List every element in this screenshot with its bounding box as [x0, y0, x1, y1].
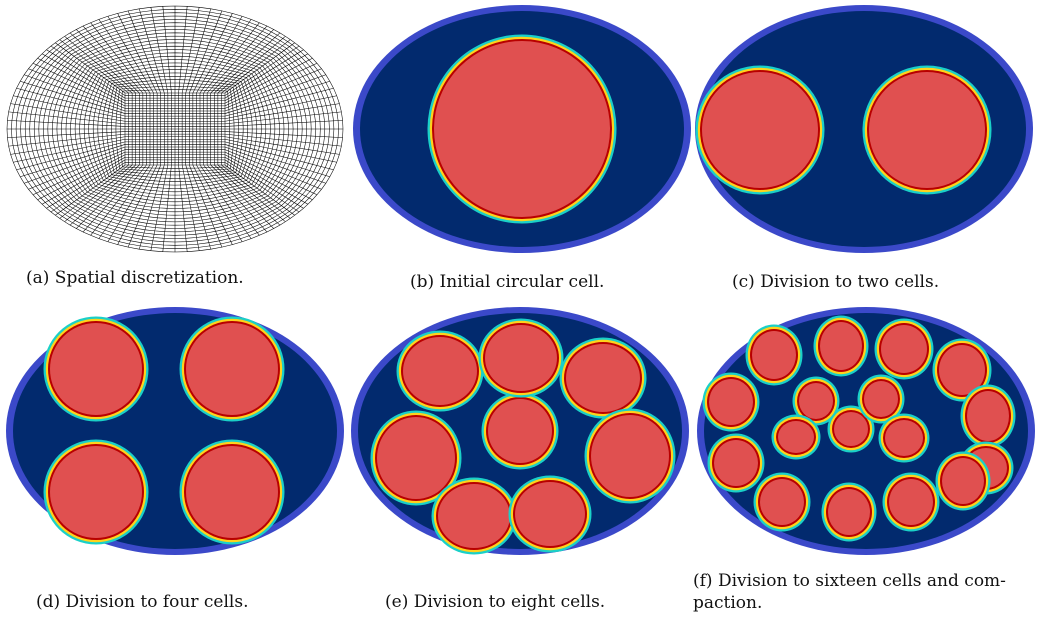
cell [874, 318, 934, 380]
panel-e-eight-cells [350, 306, 690, 556]
cell [857, 374, 905, 424]
cell [478, 318, 564, 398]
caption-d: (d) Division to four cells. [36, 592, 249, 612]
mesh-image [6, 5, 344, 253]
cell [745, 324, 803, 386]
panel-d-four-cells [5, 306, 345, 556]
cell [707, 433, 765, 493]
cell [179, 316, 285, 422]
cell [43, 439, 149, 545]
cell [932, 338, 992, 402]
caption-e: (e) Division to eight cells. [385, 592, 606, 612]
caption-f-line1: (f) Division to sixteen cells and com- [693, 571, 1006, 591]
cell [431, 477, 517, 555]
cell [427, 34, 617, 224]
cell [179, 439, 285, 545]
caption-c: (c) Division to two cells. [732, 272, 940, 292]
cell [827, 405, 875, 453]
cell [702, 372, 760, 432]
cell [813, 315, 869, 377]
panel-b-initial-cell [352, 4, 692, 254]
caption-b: (b) Initial circular cell. [410, 272, 605, 292]
cell [396, 330, 484, 412]
panel-f-sixteen-cells [696, 306, 1036, 556]
cell [481, 392, 559, 470]
panel-c-two-cells [694, 4, 1034, 254]
caption-a: (a) Spatial discretization. [26, 268, 244, 288]
cell [559, 337, 647, 419]
cell [43, 316, 149, 422]
cell [753, 472, 811, 532]
cell [771, 414, 821, 460]
cell [821, 482, 877, 542]
cell [695, 65, 825, 195]
panel-a-mesh [5, 4, 345, 254]
phase-field-image-e [351, 307, 689, 555]
cell [882, 472, 940, 532]
cell [862, 65, 992, 195]
cell [960, 384, 1016, 448]
caption-f-line2: paction. [693, 593, 763, 613]
cell [878, 413, 930, 463]
cell [370, 410, 462, 506]
phase-field-image-b [353, 5, 691, 253]
cell [508, 475, 592, 553]
cell [792, 376, 840, 426]
mesh-lines [6, 5, 344, 253]
phase-field-image-c [695, 5, 1033, 253]
phase-field-image-d [6, 307, 344, 555]
phase-field-image-f [697, 307, 1035, 555]
cell [584, 408, 676, 504]
cell [935, 451, 991, 511]
